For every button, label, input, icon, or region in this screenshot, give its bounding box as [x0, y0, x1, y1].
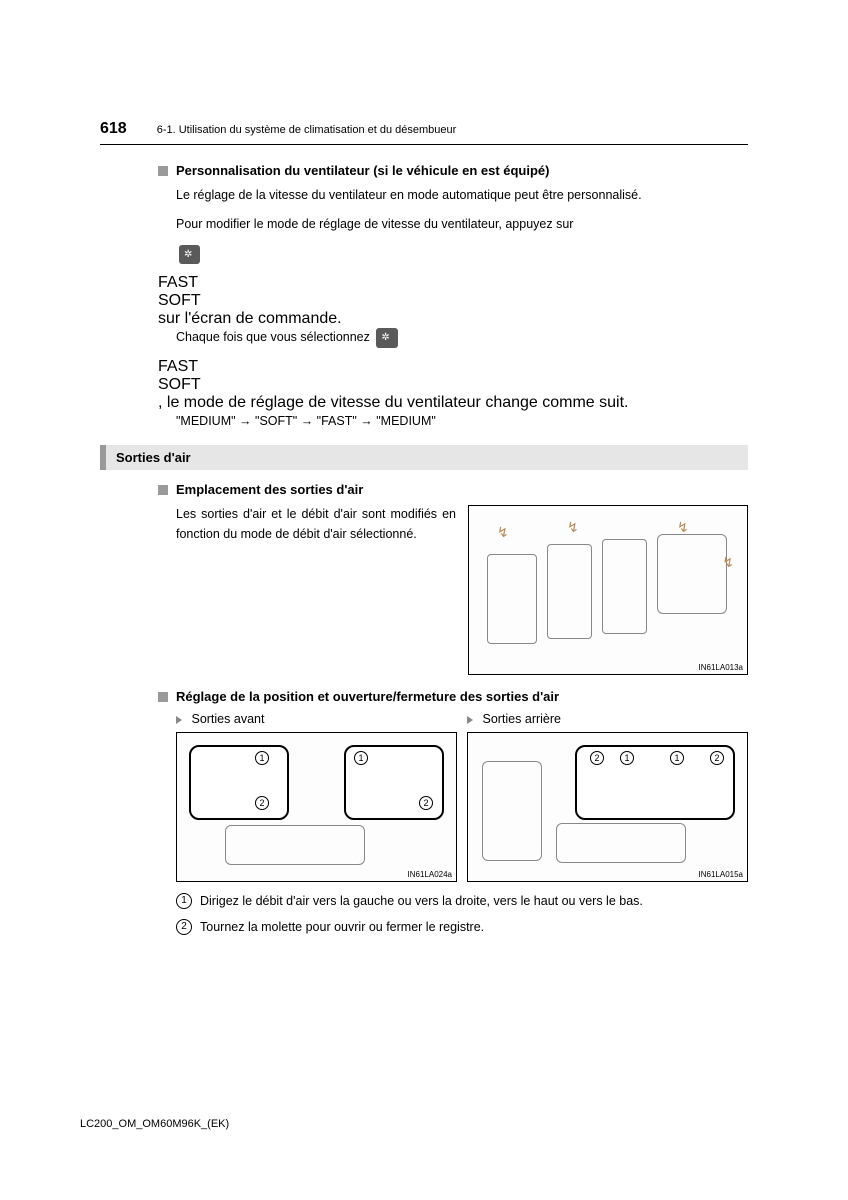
- para-3a: Chaque fois que vous sélectionnez: [176, 330, 370, 344]
- btn-bot: SOFT: [158, 376, 748, 394]
- btn-bot: SOFT: [158, 292, 748, 310]
- para-1: Le réglage de la vitesse du ventilateur …: [176, 186, 748, 205]
- emplacement-text: Les sorties d'air et le débit d'air sont…: [176, 505, 456, 675]
- emplacement-row: Les sorties d'air et le débit d'air sont…: [176, 505, 748, 675]
- item-text: Dirigez le débit d'air vers la gauche ou…: [200, 892, 748, 911]
- triangle-bullet-icon: [176, 716, 182, 724]
- square-bullet-icon: [158, 692, 168, 702]
- btn-top: FAST: [158, 274, 748, 292]
- numbered-list: 1 Dirigez le débit d'air vers la gauche …: [176, 892, 748, 937]
- square-bullet-icon: [158, 485, 168, 495]
- subheading-text: Personnalisation du ventilateur (si le v…: [176, 163, 550, 178]
- triangle-bullet-icon: [467, 716, 473, 724]
- fan-icon: ✲: [381, 330, 389, 346]
- btn-top: FAST: [158, 358, 748, 376]
- page: 618 6-1. Utilisation du système de clima…: [0, 0, 848, 937]
- para-2a: Pour modifier le mode de réglage de vite…: [176, 217, 573, 231]
- fig-title-front: Sorties avant: [176, 712, 457, 726]
- para-2-line2: ✲: [176, 245, 748, 265]
- sequence: "MEDIUM" → "SOFT" → "FAST" → "MEDIUM": [176, 412, 748, 431]
- fig-title-text: Sorties arrière: [482, 712, 561, 726]
- figure-interior: ↯ ↯ ↯ ↯ IN61LA013a: [468, 505, 748, 675]
- para-2b: sur l'écran de commande.: [158, 310, 342, 327]
- para-3: Chaque fois que vous sélectionnez ✲: [176, 328, 748, 348]
- figure-rear-box: 2 1 1 2 IN61LA015a: [467, 732, 748, 882]
- subheading-fan-custom: Personnalisation du ventilateur (si le v…: [158, 163, 748, 178]
- fast-soft-button-2: ✲: [376, 328, 397, 348]
- circled-number-1: 1: [176, 893, 192, 909]
- figure-front-box: 1 2 1 2 IN61LA024a: [176, 732, 457, 882]
- figure-row: Sorties avant 1 2 1 2 IN61LA024a: [176, 712, 748, 882]
- item-text: Tournez la molette pour ouvrir ou fermer…: [200, 918, 748, 937]
- list-item: 2 Tournez la molette pour ouvrir ou ferm…: [176, 918, 748, 937]
- figure-label: IN61LA015a: [699, 870, 743, 879]
- rear-schematic: 2 1 1 2: [476, 741, 739, 867]
- circled-number-2: 2: [176, 919, 192, 935]
- figure-front: Sorties avant 1 2 1 2 IN61LA024a: [176, 712, 457, 882]
- square-bullet-icon: [158, 166, 168, 176]
- page-header: 618 6-1. Utilisation du système de clima…: [100, 120, 748, 145]
- para-3b: , le mode de réglage de vitesse du venti…: [158, 394, 629, 411]
- fast-soft-button: ✲: [179, 245, 200, 265]
- subheading-text: Réglage de la position et ouverture/ferm…: [176, 689, 559, 704]
- fig-title-rear: Sorties arrière: [467, 712, 748, 726]
- fig-title-text: Sorties avant: [191, 712, 264, 726]
- interior-schematic: ↯ ↯ ↯ ↯: [477, 514, 739, 660]
- figure-label: IN61LA013a: [699, 663, 743, 672]
- subheading-emplacement: Emplacement des sorties d'air: [158, 482, 748, 497]
- section-bar-sorties: Sorties d'air: [100, 445, 748, 470]
- figure-label: IN61LA024a: [408, 870, 452, 879]
- para-2: Pour modifier le mode de réglage de vite…: [176, 215, 748, 234]
- subheading-reglage: Réglage de la position et ouverture/ferm…: [158, 689, 748, 704]
- list-item: 1 Dirigez le débit d'air vers la gauche …: [176, 892, 748, 911]
- content: Personnalisation du ventilateur (si le v…: [100, 163, 748, 937]
- figure-rear: Sorties arrière 2 1 1 2 IN61LA015a: [467, 712, 748, 882]
- footer-code: LC200_OM_OM60M96K_(EK): [80, 1118, 229, 1130]
- fan-icon: ✲: [184, 247, 192, 263]
- subheading-text: Emplacement des sorties d'air: [176, 482, 363, 497]
- header-text: 6-1. Utilisation du système de climatisa…: [157, 124, 457, 136]
- front-schematic: 1 2 1 2: [185, 741, 448, 867]
- page-number: 618: [100, 120, 127, 138]
